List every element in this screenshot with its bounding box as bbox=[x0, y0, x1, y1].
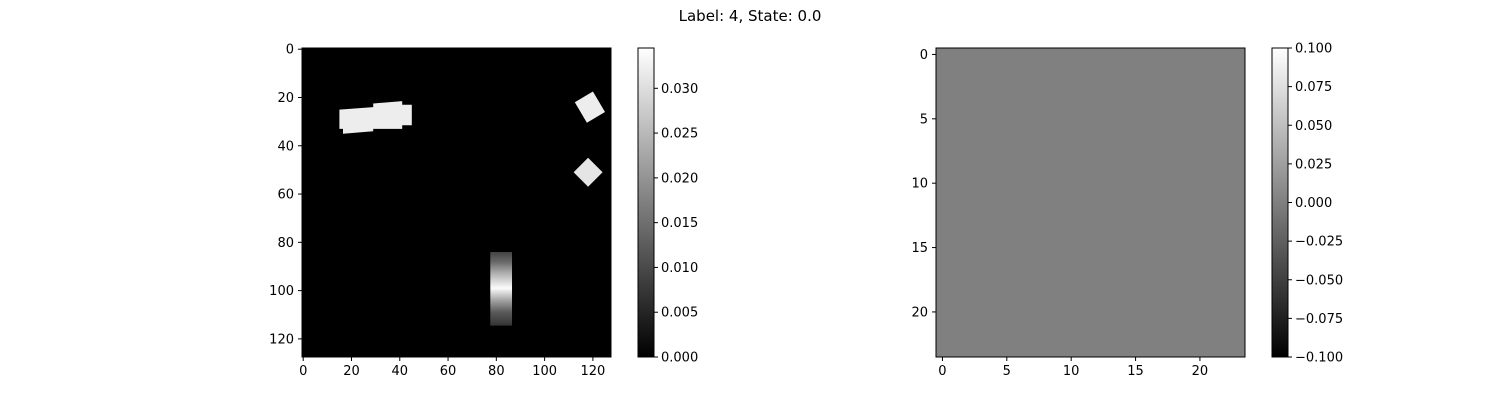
image-object-1 bbox=[339, 101, 412, 134]
state-colorbar: −0.100 −0.075 −0.050 −0.025 0.000 0.025 0.050 0… bbox=[1271, 42, 1343, 366]
image-object-2 bbox=[574, 91, 605, 123]
image-panel-x-tick-label: 60 bbox=[440, 364, 457, 379]
state-panel-x-tick-label: 20 bbox=[1192, 364, 1209, 379]
state-panel-x-tick-label: 10 bbox=[1063, 364, 1080, 379]
image-panel-x-tick-label: 40 bbox=[391, 364, 408, 379]
image-panel-x-tick-label: 100 bbox=[532, 364, 557, 379]
state-panel-x-tick-label: 0 bbox=[938, 364, 946, 379]
image-frame bbox=[301, 47, 612, 358]
image-panel-x-tick-label: 20 bbox=[343, 364, 360, 379]
state-uniform-field bbox=[936, 48, 1245, 357]
state-panel-colorbar-tick-label: −0.025 bbox=[1295, 235, 1343, 250]
state-frame bbox=[935, 47, 1246, 358]
image-panel-y-tick-label: 60 bbox=[277, 188, 294, 203]
state-x-axis: 0 5 10 15 20 bbox=[938, 357, 1208, 379]
state-panel-y-tick-label: 10 bbox=[911, 177, 928, 192]
image-panel-y-tick-label: 120 bbox=[269, 332, 294, 347]
image-panel-x-tick-label: 0 bbox=[299, 364, 307, 379]
state-panel-y-tick-label: 20 bbox=[911, 305, 928, 320]
state-colorbar-ticks: −0.100 −0.075 −0.050 −0.025 0.000 0.025 0.050 0… bbox=[1288, 42, 1343, 366]
image-x-axis: 0 20 40 60 80 100 120 bbox=[299, 357, 605, 379]
image-panel-colorbar-tick-label: 0.020 bbox=[661, 171, 698, 186]
state-panel-colorbar-tick-label: 0.050 bbox=[1295, 119, 1332, 134]
state-panel: 0 5 10 15 20 0 5 10 15 20 bbox=[911, 47, 1246, 379]
state-panel-x-tick-label: 15 bbox=[1127, 364, 1144, 379]
image-panel-y-tick-label: 100 bbox=[269, 284, 294, 299]
image-colorbar-ticks: 0.000 0.005 0.010 0.015 0.020 0.025 0.030 bbox=[654, 82, 698, 366]
image-panel-y-tick-label: 40 bbox=[277, 139, 294, 154]
image-panel-y-tick-label: 20 bbox=[277, 91, 294, 106]
image-panel: 0 20 40 60 80 100 120 0 20 40 60 80 100 120 bbox=[269, 43, 612, 379]
state-panel-colorbar-tick-label: 0.100 bbox=[1295, 42, 1332, 57]
image-panel-y-tick-label: 0 bbox=[286, 43, 294, 58]
state-panel-colorbar-tick-label: 0.075 bbox=[1295, 80, 1332, 95]
image-panel-colorbar-tick-label: 0.015 bbox=[661, 216, 698, 231]
state-y-axis: 0 5 10 15 20 bbox=[911, 48, 936, 320]
image-panel-x-tick-label: 80 bbox=[488, 364, 505, 379]
image-panel-colorbar-tick-label: 0.025 bbox=[661, 127, 698, 142]
image-panel-colorbar-tick-label: 0.010 bbox=[661, 261, 698, 276]
image-objects bbox=[339, 91, 605, 326]
image-colorbar: 0.000 0.005 0.010 0.015 0.020 0.025 0.030 bbox=[637, 47, 698, 366]
state-panel-y-tick-label: 0 bbox=[920, 48, 928, 63]
image-colorbar-gradient bbox=[637, 47, 655, 358]
image-panel-x-tick-label: 120 bbox=[580, 364, 605, 379]
state-panel-y-tick-label: 15 bbox=[911, 241, 928, 256]
image-y-axis: 0 20 40 60 80 100 120 bbox=[269, 43, 302, 347]
state-panel-colorbar-tick-label: 0.000 bbox=[1295, 196, 1332, 211]
figure-suptitle: Label: 4, State: 0.0 bbox=[679, 7, 822, 25]
image-object-3 bbox=[573, 157, 603, 187]
image-panel-colorbar-tick-label: 0.000 bbox=[661, 351, 698, 366]
image-background bbox=[302, 48, 611, 357]
state-panel-colorbar-tick-label: 0.025 bbox=[1295, 157, 1332, 172]
state-panel-colorbar-tick-label: −0.050 bbox=[1295, 273, 1343, 288]
image-object-4 bbox=[490, 251, 513, 326]
state-colorbar-gradient bbox=[1271, 47, 1289, 358]
state-panel-colorbar-tick-label: −0.075 bbox=[1295, 312, 1343, 327]
image-panel-colorbar-tick-label: 0.005 bbox=[661, 306, 698, 321]
state-panel-x-tick-label: 5 bbox=[1003, 364, 1011, 379]
image-panel-y-tick-label: 80 bbox=[277, 236, 294, 251]
state-panel-y-tick-label: 5 bbox=[920, 112, 928, 127]
image-panel-colorbar-tick-label: 0.030 bbox=[661, 82, 698, 97]
state-panel-colorbar-tick-label: −0.100 bbox=[1295, 351, 1343, 366]
